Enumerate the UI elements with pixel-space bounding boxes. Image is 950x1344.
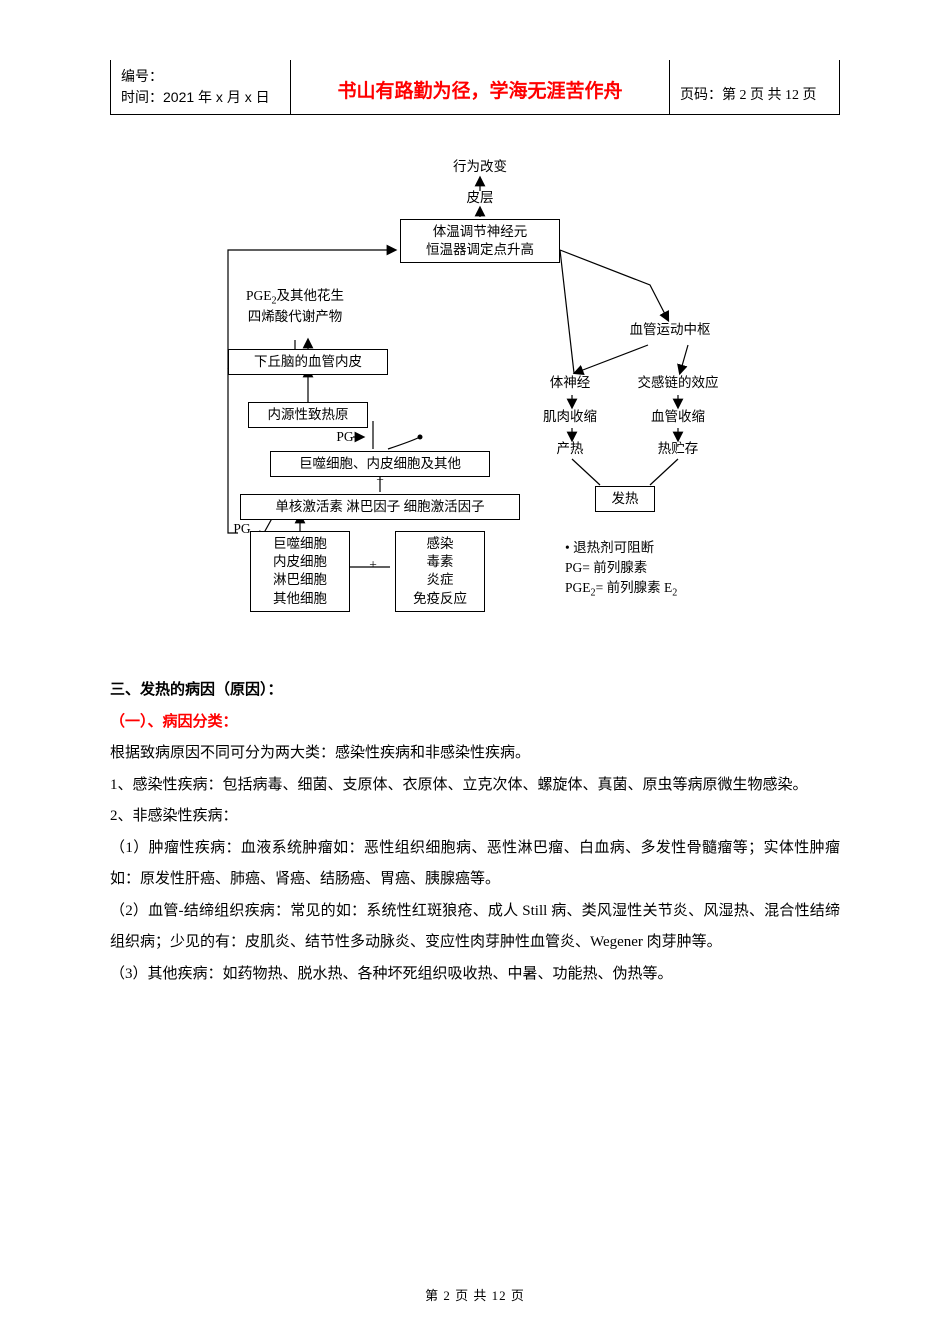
header-motto: 书山有路勤为径，学海无涯苦作舟 <box>337 78 622 107</box>
diagram-node-hypoth: 下丘脑的血管内皮 <box>228 349 388 375</box>
diagram-node-cells: 巨噬细胞内皮细胞淋巴细胞其他细胞 <box>250 531 350 612</box>
section-heading: 三、发热的病因（原因）： <box>110 675 840 707</box>
diagram-node-causes: 感染毒素炎症免疫反应 <box>395 531 485 612</box>
p4: （1）肿瘤性疾病：血液系统肿瘤如：恶性组织细胞病、恶性淋巴瘤、白血病、多发性骨髓… <box>110 833 840 896</box>
header-center: 书山有路勤为径，学海无涯苦作舟 <box>291 60 670 115</box>
p5: （2）血管-结缔组织疾病：常见的如：系统性红斑狼疮、成人 Still 病、类风湿… <box>110 896 840 959</box>
diagram-node-vasomotor: 血管运动中枢 <box>625 321 715 339</box>
p2: 1、感染性疾病：包括病毒、细菌、支原体、衣原体、立克次体、螺旋体、真菌、原虫等病… <box>110 770 840 802</box>
diagram-node-thermoreg: 体温调节神经元恒温器调定点升高 <box>400 219 560 263</box>
diagram-node-behavior: 行为改变 <box>445 158 515 176</box>
diagram-node-heat_store: 热贮存 <box>651 440 706 458</box>
diagram-node-cortex: 皮层 <box>460 189 500 207</box>
diagram-node-fever: 发热 <box>595 486 655 512</box>
page: 编号： 时间：2021 年 x 月 x 日 书山有路勤为径，学海无涯苦作舟 页码… <box>0 0 950 1344</box>
header-right: 页码：第 2 页 共 12 页 <box>670 60 840 115</box>
diagram-node-plus_mid: + <box>366 556 380 574</box>
page-value: 第 2 页 共 12 页 <box>722 85 817 106</box>
time-value: 2021 年 x 月 x 日 <box>163 89 270 105</box>
diagram-node-sympath: 交感链的效应 <box>633 374 723 392</box>
diagram-node-somatic: 体神经 <box>540 374 600 392</box>
diagram-node-pge2: PGE2及其他花生四烯酸代谢产物 <box>225 287 365 327</box>
p6: （3）其他疾病：如药物热、脱水热、各种坏死组织吸收热、中暑、功能热、伪热等。 <box>110 959 840 991</box>
diagram-node-legend3: PGE2= 前列腺素 E2 <box>565 579 735 600</box>
sub-heading: （一）、病因分类： <box>110 707 840 739</box>
fever-mechanism-diagram: 行为改变皮层体温调节神经元恒温器调定点升高 PGE2及其他花生四烯酸代谢产物血管运… <box>180 155 770 625</box>
diagram-node-plus_top: + <box>373 471 387 489</box>
header-table: 编号： 时间：2021 年 x 月 x 日 书山有路勤为径，学海无涯苦作舟 页码… <box>110 60 840 115</box>
body-text: 三、发热的病因（原因）： （一）、病因分类： 根据致病原因不同可分为两大类：感染… <box>110 675 840 990</box>
diagram-node-legend1: • 退热剂可阻断 <box>565 539 735 557</box>
p3: 2、非感染性疾病： <box>110 801 840 833</box>
header-left: 编号： 时间：2021 年 x 月 x 日 <box>111 60 291 115</box>
h1: 三、发热的病因（原因）： <box>110 682 283 698</box>
diagram-node-muscle: 肌肉收缩 <box>535 408 605 426</box>
p1: 根据致病原因不同可分为两大类：感染性疾病和非感染性疾病。 <box>110 738 840 770</box>
diagram-node-endo: 内源性致热原 <box>248 402 368 428</box>
page-footer: 第 2 页 共 12 页 <box>0 1285 950 1304</box>
page-label: 页码： <box>680 85 722 106</box>
time-label: 时间： <box>121 89 163 105</box>
diagram-node-vasocon: 血管收缩 <box>643 408 713 426</box>
diagram-node-pg1: PG <box>330 428 360 446</box>
diagram-node-heat_prod: 产热 <box>550 440 590 458</box>
diagram-node-legend2: PG= 前列腺素 <box>565 559 735 577</box>
diagram-node-activators: 单核激活素 淋巴因子 细胞激活因子 <box>240 494 520 520</box>
doc-no-label: 编号： <box>121 68 163 84</box>
